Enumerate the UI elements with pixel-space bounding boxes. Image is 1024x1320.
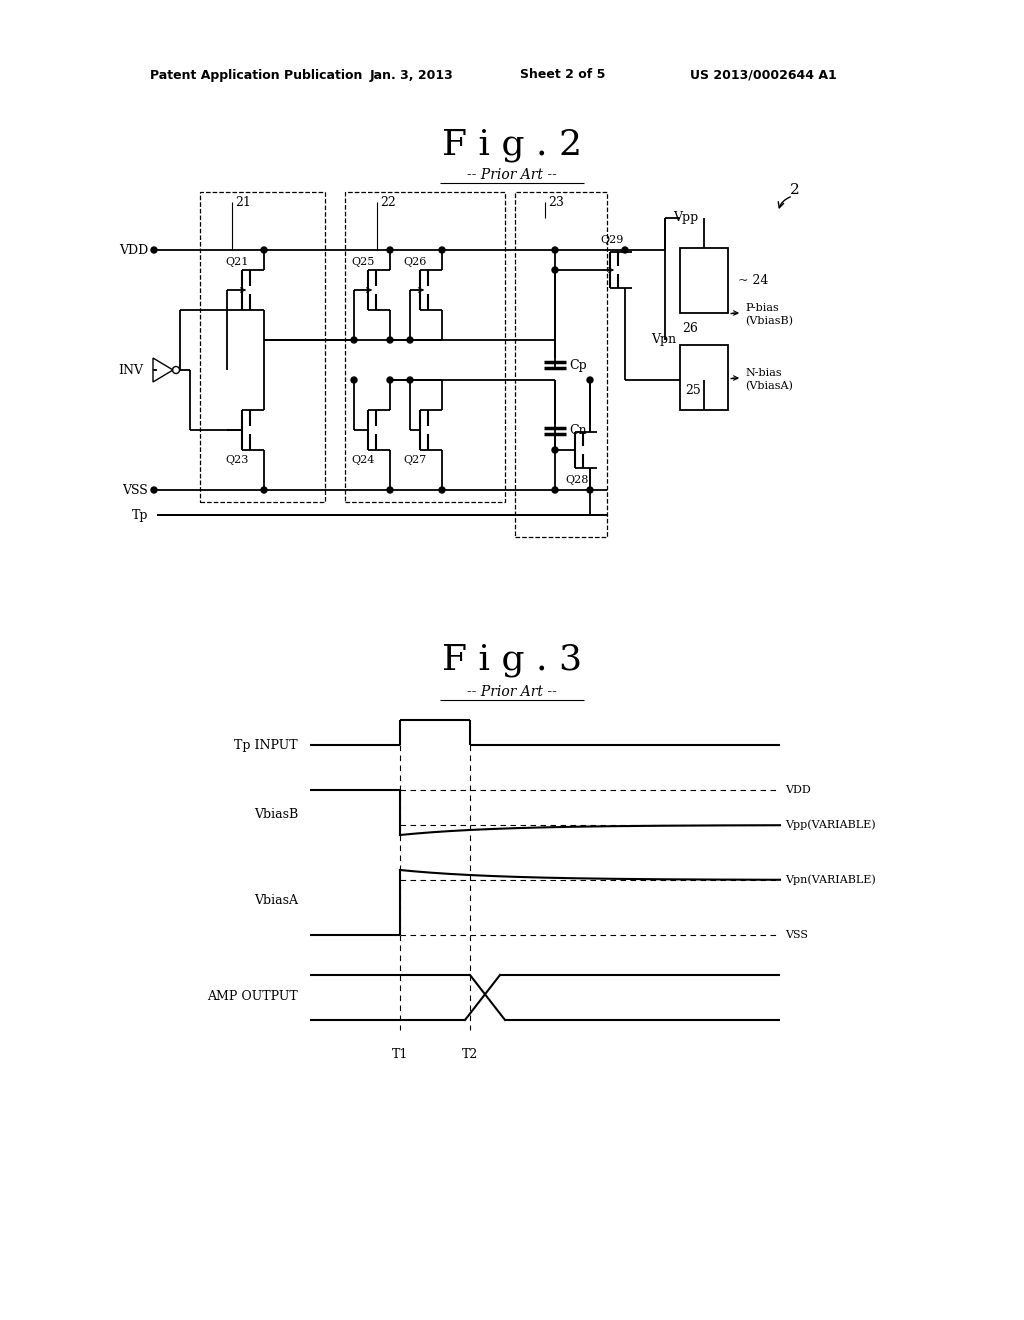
Circle shape bbox=[407, 337, 413, 343]
Circle shape bbox=[552, 487, 558, 492]
Text: VSS: VSS bbox=[122, 483, 148, 496]
Circle shape bbox=[407, 378, 413, 383]
Text: T2: T2 bbox=[462, 1048, 478, 1061]
Text: Q21: Q21 bbox=[225, 257, 249, 267]
Text: Cn: Cn bbox=[569, 425, 587, 437]
Text: 22: 22 bbox=[380, 195, 395, 209]
Text: (VbiasB): (VbiasB) bbox=[745, 315, 793, 326]
Circle shape bbox=[552, 447, 558, 453]
Text: P-bias: P-bias bbox=[745, 304, 778, 313]
Circle shape bbox=[351, 337, 357, 343]
Text: US 2013/0002644 A1: US 2013/0002644 A1 bbox=[690, 69, 837, 82]
Circle shape bbox=[587, 487, 593, 492]
Circle shape bbox=[622, 247, 628, 253]
Text: F i g . 3: F i g . 3 bbox=[442, 643, 582, 677]
Circle shape bbox=[439, 247, 445, 253]
Text: (VbiasA): (VbiasA) bbox=[745, 381, 793, 391]
Text: 23: 23 bbox=[548, 195, 564, 209]
Bar bbox=[345, 191, 505, 502]
Bar bbox=[680, 345, 728, 411]
Bar bbox=[200, 191, 325, 502]
Circle shape bbox=[261, 247, 267, 253]
Circle shape bbox=[552, 267, 558, 273]
Text: Q27: Q27 bbox=[403, 455, 427, 465]
Text: Vpp(VARIABLE): Vpp(VARIABLE) bbox=[785, 820, 876, 830]
Text: VbiasA: VbiasA bbox=[254, 894, 298, 907]
Text: AMP OUTPUT: AMP OUTPUT bbox=[207, 990, 298, 1003]
Text: 26: 26 bbox=[682, 322, 698, 334]
Text: Q28: Q28 bbox=[565, 475, 589, 484]
Text: ~ 24: ~ 24 bbox=[738, 273, 768, 286]
Text: Q29: Q29 bbox=[600, 235, 624, 246]
Circle shape bbox=[261, 487, 267, 492]
Text: Q25: Q25 bbox=[351, 257, 375, 267]
Text: Vpn: Vpn bbox=[651, 334, 676, 346]
Text: Jan. 3, 2013: Jan. 3, 2013 bbox=[370, 69, 454, 82]
Text: Tp: Tp bbox=[131, 508, 148, 521]
Text: F i g . 2: F i g . 2 bbox=[442, 128, 582, 162]
Text: Patent Application Publication: Patent Application Publication bbox=[150, 69, 362, 82]
Circle shape bbox=[387, 337, 393, 343]
Text: Vpn(VARIABLE): Vpn(VARIABLE) bbox=[785, 875, 876, 886]
Bar bbox=[680, 248, 728, 313]
Text: -- Prior Art --: -- Prior Art -- bbox=[467, 168, 557, 182]
Circle shape bbox=[387, 378, 393, 383]
Text: Q23: Q23 bbox=[225, 455, 249, 465]
Text: Vpp: Vpp bbox=[673, 211, 698, 224]
Circle shape bbox=[151, 247, 157, 253]
Text: Q26: Q26 bbox=[403, 257, 427, 267]
Circle shape bbox=[387, 487, 393, 492]
Circle shape bbox=[587, 378, 593, 383]
Text: VSS: VSS bbox=[785, 931, 808, 940]
Text: Q24: Q24 bbox=[351, 455, 375, 465]
Circle shape bbox=[439, 487, 445, 492]
Text: 2: 2 bbox=[790, 183, 800, 197]
Text: INV: INV bbox=[118, 363, 143, 376]
Text: -- Prior Art --: -- Prior Art -- bbox=[467, 685, 557, 700]
Text: Tp INPUT: Tp INPUT bbox=[234, 738, 298, 751]
Text: VDD: VDD bbox=[119, 243, 148, 256]
Text: Sheet 2 of 5: Sheet 2 of 5 bbox=[520, 69, 605, 82]
Text: T1: T1 bbox=[392, 1048, 409, 1061]
Text: 25: 25 bbox=[685, 384, 700, 396]
Text: Cp: Cp bbox=[569, 359, 587, 371]
Text: 21: 21 bbox=[234, 195, 251, 209]
Text: VbiasB: VbiasB bbox=[254, 808, 298, 821]
Text: N-bias: N-bias bbox=[745, 368, 781, 378]
Text: VDD: VDD bbox=[785, 785, 811, 795]
Bar bbox=[515, 191, 607, 537]
Circle shape bbox=[351, 378, 357, 383]
Circle shape bbox=[552, 247, 558, 253]
Circle shape bbox=[387, 247, 393, 253]
Circle shape bbox=[151, 487, 157, 492]
